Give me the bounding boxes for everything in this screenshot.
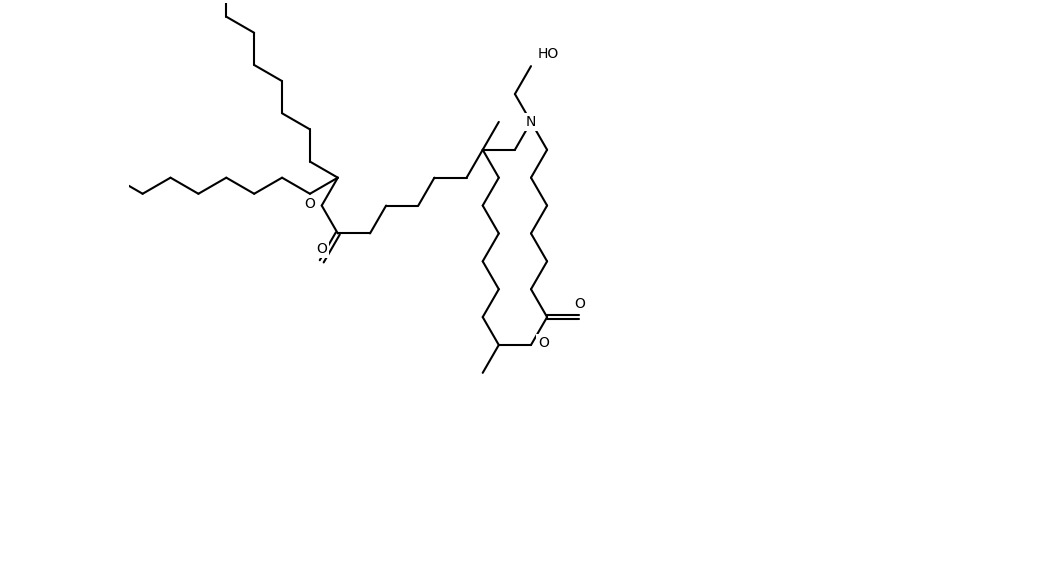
Text: O: O: [304, 197, 314, 211]
Text: O: O: [316, 241, 327, 255]
Text: HO: HO: [538, 47, 560, 61]
Text: O: O: [573, 297, 585, 311]
Text: O: O: [538, 336, 549, 351]
Text: N: N: [526, 115, 536, 129]
